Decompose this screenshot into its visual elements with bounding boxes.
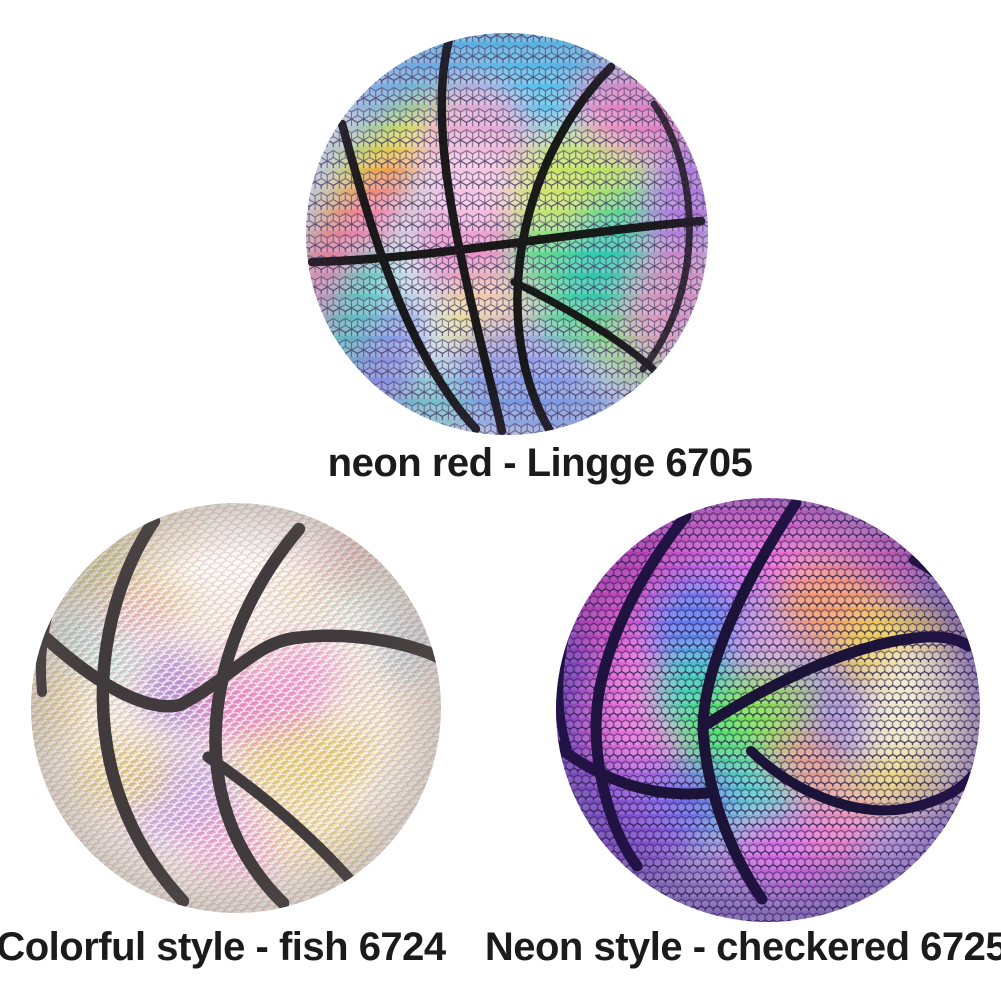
basketball-image-6705 bbox=[306, 33, 708, 435]
product-caption-6705: neon red - Lingge 6705 bbox=[327, 441, 753, 485]
product-caption-6724: Colorful style - fish 6724 bbox=[0, 925, 446, 969]
basketball-image-6724 bbox=[31, 503, 441, 913]
product-caption-6725: Neon style - checkered 6725 bbox=[484, 925, 1001, 969]
basketball-image-6725 bbox=[556, 498, 980, 922]
